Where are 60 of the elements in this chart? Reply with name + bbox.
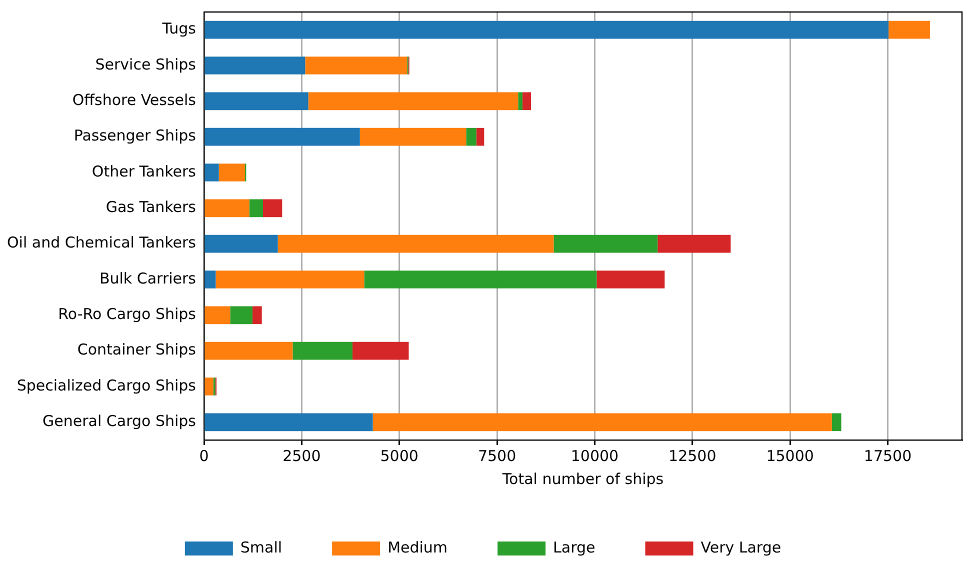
x-tick-label: 17500 xyxy=(864,446,912,465)
legend-label: Small xyxy=(240,538,282,556)
y-tick-label: General Cargo Ships xyxy=(42,412,196,430)
y-tick-label: Ro-Ro Cargo Ships xyxy=(58,305,196,324)
bar xyxy=(522,92,532,110)
bar xyxy=(204,234,278,253)
bar xyxy=(249,199,263,218)
bar xyxy=(352,342,409,360)
y-tick-label: Tugs xyxy=(161,20,196,38)
bar xyxy=(204,378,214,396)
bar xyxy=(308,92,518,110)
bar xyxy=(218,164,246,182)
bar xyxy=(204,413,373,432)
x-tick-label: 7500 xyxy=(478,446,516,465)
bar xyxy=(596,270,665,288)
x-tick-label: 15000 xyxy=(766,446,814,465)
bar xyxy=(204,199,250,218)
y-tick-label: Service Ships xyxy=(95,55,196,74)
bar xyxy=(364,270,597,288)
y-tick-label: Gas Tankers xyxy=(106,198,196,216)
bar xyxy=(204,164,219,182)
y-tick-label: Passenger Ships xyxy=(74,126,196,145)
bar xyxy=(360,128,466,146)
bar xyxy=(252,306,262,324)
y-tick-label: Container Ships xyxy=(77,340,196,359)
y-tick-label: Oil and Chemical Tankers xyxy=(6,234,196,252)
x-tick-label: 2500 xyxy=(282,446,321,465)
bar xyxy=(204,56,306,74)
bar xyxy=(204,92,308,110)
x-tick-label: 10000 xyxy=(570,446,619,465)
bar xyxy=(204,270,216,288)
bar xyxy=(204,342,293,360)
bar xyxy=(372,413,832,432)
bar xyxy=(305,56,408,74)
legend-label: Very Large xyxy=(700,538,782,556)
bar xyxy=(518,92,522,110)
bar xyxy=(230,306,252,324)
bar xyxy=(658,234,731,253)
x-tick-label: 12500 xyxy=(668,446,716,465)
bar xyxy=(204,306,230,324)
bar xyxy=(204,128,360,146)
x-axis-title: Total number of ships xyxy=(501,470,664,488)
x-tick-label: 5000 xyxy=(380,446,418,465)
y-tick-label: Bulk Carriers xyxy=(99,269,196,288)
y-tick-label: Offshore Vessels xyxy=(72,91,196,110)
bar xyxy=(263,199,282,218)
bar xyxy=(292,342,352,360)
bar xyxy=(216,270,364,288)
y-tick-label: Other Tankers xyxy=(92,162,196,180)
bar xyxy=(888,20,930,39)
bar xyxy=(832,413,842,432)
y-tick-label: Specialized Cargo Ships xyxy=(16,376,196,394)
legend-label: Medium xyxy=(388,538,448,556)
bar xyxy=(278,234,554,253)
x-tick-label: 0 xyxy=(199,446,209,465)
bar xyxy=(476,128,484,146)
legend-label: Large xyxy=(553,538,596,556)
bar xyxy=(554,234,658,253)
bar xyxy=(204,20,889,39)
bar xyxy=(466,128,476,146)
